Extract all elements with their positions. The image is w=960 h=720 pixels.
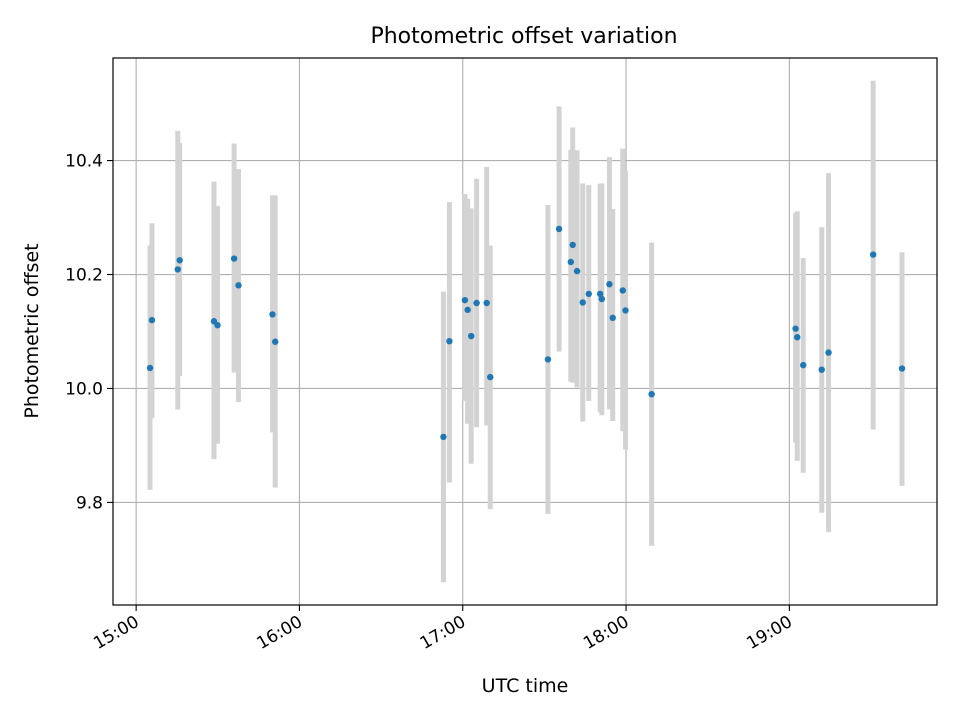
data-point (648, 390, 655, 398)
data-point (487, 373, 494, 381)
data-point (269, 311, 276, 318)
data-point (272, 338, 279, 345)
data-point (596, 290, 604, 298)
y-tick-label: 10.2 (65, 266, 103, 286)
x-tick-label: 15:00 (90, 612, 142, 654)
data-point (869, 251, 877, 258)
y-tick-label: 10.4 (65, 152, 103, 172)
data-point (473, 299, 480, 307)
data-point (214, 322, 221, 329)
gridlines (113, 58, 937, 605)
data-point (483, 299, 490, 307)
data-point (467, 332, 475, 340)
data-point (579, 299, 586, 306)
data-point (598, 295, 606, 303)
chart-title: Photometric offset variation (370, 24, 677, 49)
data-point (825, 349, 832, 356)
y-axis-ticks: 9.8 10.0 10.2 10.4 (65, 152, 113, 513)
y-axis-label: Photometric offset (21, 243, 43, 418)
y-tick-label: 10.0 (65, 379, 103, 399)
data-point (146, 364, 154, 372)
x-tick-label: 19:00 (743, 612, 795, 654)
x-axis-label: UTC time (482, 675, 569, 697)
x-tick-label: 16:00 (254, 612, 306, 654)
data-point (544, 356, 552, 363)
data-point (464, 306, 471, 314)
x-tick-label: 18:00 (580, 612, 632, 654)
data-points (146, 225, 906, 441)
data-point (440, 433, 447, 441)
data-point (800, 361, 807, 369)
data-point (609, 314, 616, 322)
data-point (606, 281, 613, 288)
data-point (569, 241, 576, 249)
data-point (555, 225, 563, 233)
data-point (898, 365, 906, 372)
data-point (622, 307, 629, 314)
data-point (235, 282, 242, 289)
data-point (794, 333, 801, 341)
data-point (585, 290, 592, 298)
data-point (461, 296, 469, 304)
data-point (230, 255, 238, 262)
x-tick-label: 17:00 (417, 612, 469, 654)
data-point (619, 287, 626, 294)
data-point (792, 325, 799, 332)
data-point (567, 258, 574, 266)
data-point (573, 267, 581, 275)
plot-frame (112, 57, 938, 606)
data-point (174, 266, 181, 273)
x-axis-ticks: 15:00 16:00 17:00 18:00 19:00 (90, 605, 796, 654)
data-point (818, 366, 825, 373)
data-point (176, 257, 183, 264)
data-point (446, 337, 453, 345)
data-point (148, 316, 156, 324)
y-tick-label: 9.8 (76, 493, 103, 513)
